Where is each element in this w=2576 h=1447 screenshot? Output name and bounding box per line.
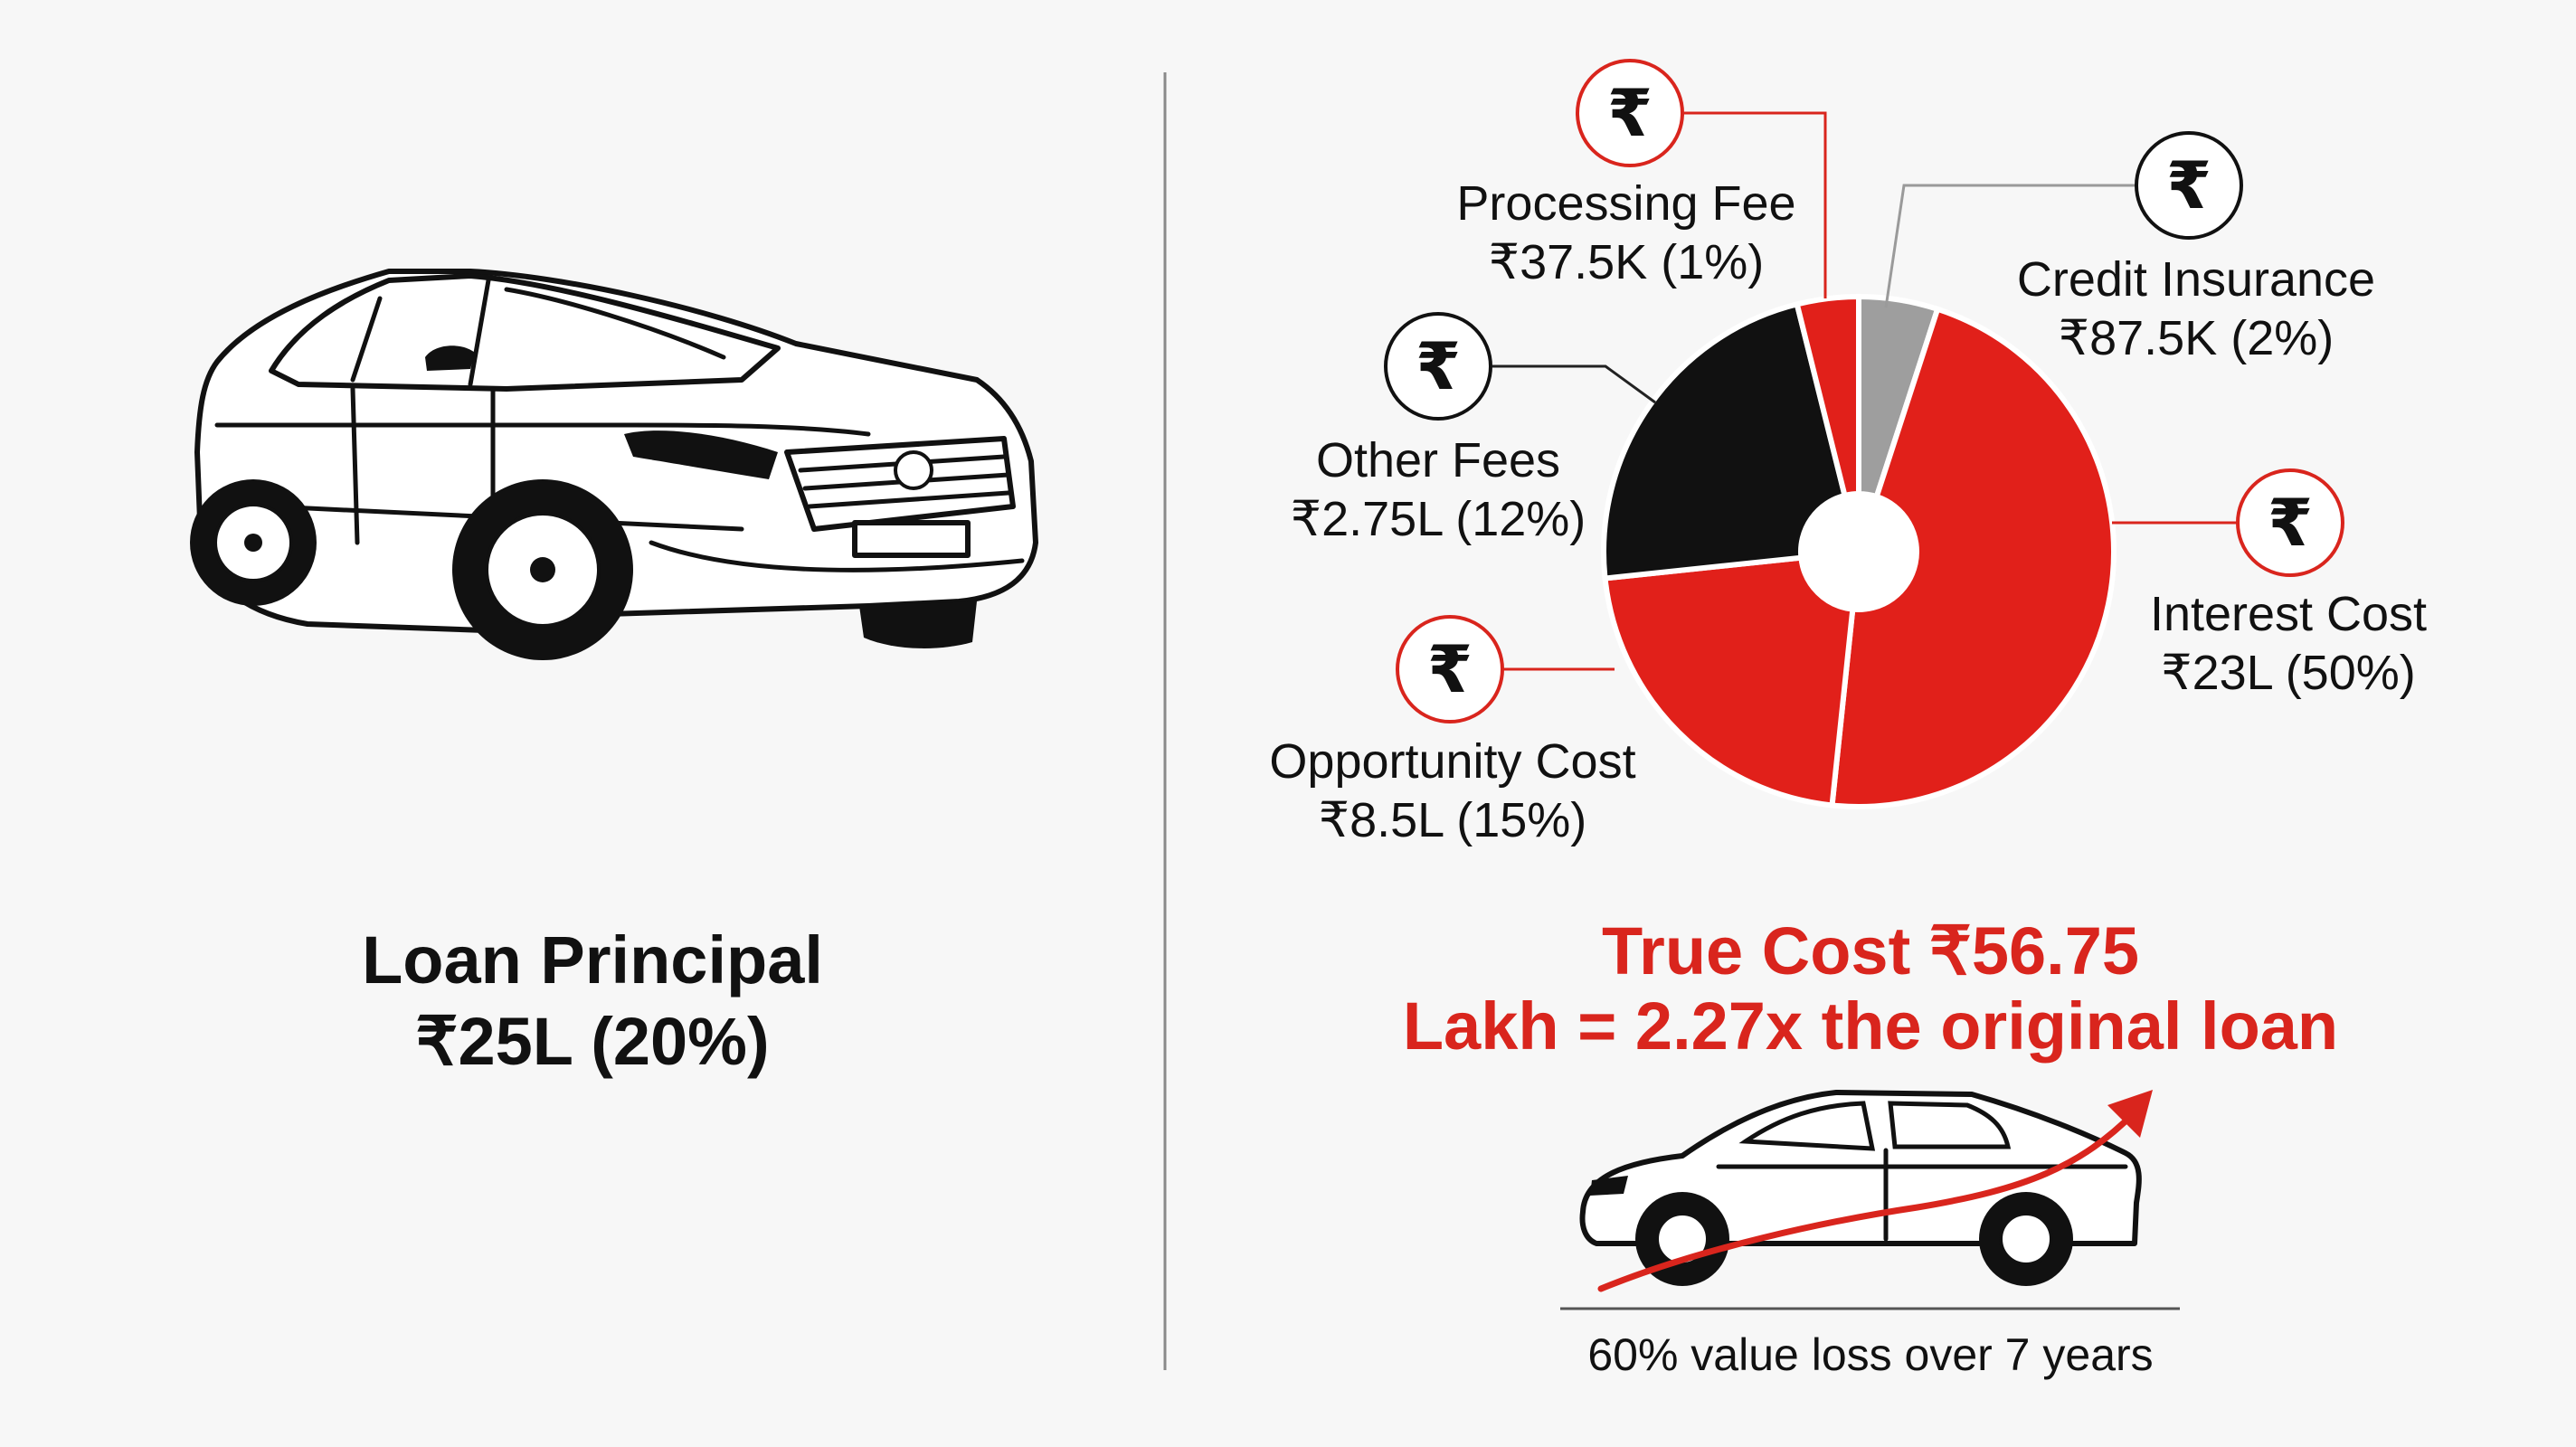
rupee-icon: ₹	[2268, 485, 2313, 561]
principal-title: Loan Principal	[362, 922, 823, 998]
trend-arrow	[1597, 1090, 2153, 1292]
value-credit-insurance: ₹87.5K (2%)	[2059, 311, 2334, 365]
badge-processing-fee: ₹	[1576, 59, 1684, 167]
car-illustration-small	[1579, 1090, 2142, 1286]
callout-line-credit-insurance	[1884, 184, 2138, 308]
label-processing-fee: Processing Fee	[1456, 176, 1795, 231]
donut-hole	[1801, 494, 1917, 610]
callout-line-processing-fee	[1684, 111, 1827, 298]
rupee-icon: ₹	[1607, 75, 1653, 151]
principal-value: ₹25L (20%)	[415, 1004, 769, 1079]
label-other-fees: Other Fees	[1316, 433, 1560, 487]
headline-line-1: True Cost ₹56.75	[1602, 913, 2139, 988]
badge-credit-insurance: ₹	[2135, 131, 2243, 240]
value-interest-cost: ₹23L (50%)	[2161, 646, 2416, 700]
depreciation-caption: 60% value loss over 7 years	[1587, 1329, 2153, 1380]
car-illustration-large	[190, 269, 1038, 660]
badge-other-fees: ₹	[1384, 312, 1492, 421]
callout-lines	[1492, 111, 2239, 671]
rupee-icon: ₹	[1427, 631, 1473, 707]
rupee-icon: ₹	[1416, 328, 1461, 404]
label-interest-cost: Interest Cost	[2150, 587, 2427, 641]
headline-line-2: Lakh = 2.27x the original loan	[1403, 988, 2338, 1064]
value-other-fees: ₹2.75L (12%)	[1291, 492, 1586, 546]
badge-interest-cost: ₹	[2236, 468, 2344, 577]
label-credit-insurance: Credit Insurance	[2017, 252, 2375, 307]
arrow-head-icon	[2107, 1090, 2153, 1138]
badge-opportunity-cost: ₹	[1396, 615, 1504, 724]
donut-chart	[1601, 293, 2117, 809]
value-opportunity-cost: ₹8.5L (15%)	[1319, 793, 1587, 847]
label-opportunity-cost: Opportunity Cost	[1269, 734, 1635, 789]
value-processing-fee: ₹37.5K (1%)	[1489, 235, 1765, 289]
callout-line-other-fees	[1492, 364, 1656, 404]
rupee-icon: ₹	[2166, 147, 2211, 223]
slice-opportunity-cost	[1602, 554, 1856, 809]
